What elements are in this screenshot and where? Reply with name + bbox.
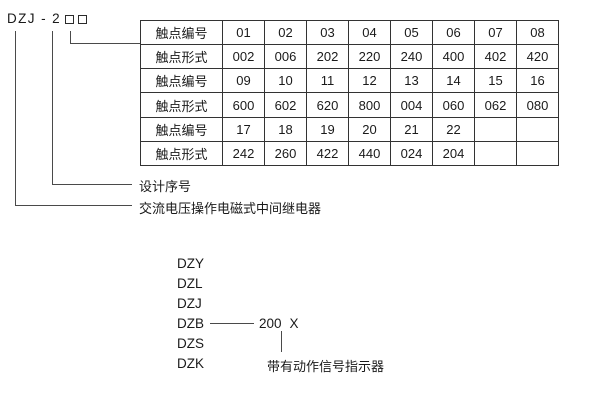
relay-type-label: 交流电压操作电磁式中间继电器 [139,201,322,216]
cell: 22 [432,116,475,142]
model-code-text: DZJ - 2 [7,11,62,26]
indicator-note-label: 带有动作信号指示器 [267,359,385,374]
model-name: DZK [177,355,204,371]
cell: 15 [474,68,517,94]
cell: 240 [390,44,433,70]
table-row: 触点形式 242 260 422 440 024 204 [140,140,559,167]
cell: 062 [474,92,517,118]
row-label-cell: 触点形式 [140,44,223,70]
table-row: 触点编号 01 02 03 04 05 06 07 08 [140,19,559,46]
cell: 600 [222,92,265,118]
cell: 440 [348,140,391,167]
table-row: 触点形式 002 006 202 220 240 400 402 420 [140,44,559,70]
connector-squares-to-table-line [70,31,140,44]
cell: 220 [348,44,391,70]
model-name: DZB [177,315,204,331]
model-name: DZL [177,275,203,291]
cell: 242 [222,140,265,167]
connector-relay-type-line [15,31,132,206]
cell: 02 [264,19,307,46]
cell: 11 [306,68,349,94]
cell: 14 [432,68,475,94]
cell: 01 [222,19,265,46]
cell: 08 [516,19,559,46]
cell: 21 [390,116,433,142]
cell: 060 [432,92,475,118]
cell: 400 [432,44,475,70]
model-series-list: DZY DZL DZJ DZB 200 X DZS DZK [177,253,299,373]
connector-dzb-to-value-line [210,322,254,324]
placeholder-square-icon [78,14,88,24]
cell: 04 [348,19,391,46]
connector-variant-to-note-line [281,331,282,352]
cell [516,116,559,142]
row-label-cell: 触点编号 [140,116,223,142]
list-item: DZL [177,273,299,293]
cell: 202 [306,44,349,70]
cell: 18 [264,116,307,142]
cell: 06 [432,19,475,46]
cell: 422 [306,140,349,167]
cell: 402 [474,44,517,70]
cell: 800 [348,92,391,118]
cell: 17 [222,116,265,142]
dzb-variant: X [289,315,299,331]
cell [474,140,517,167]
cell: 10 [264,68,307,94]
cell: 004 [390,92,433,118]
placeholder-square-icon [65,14,75,24]
model-code: DZJ - 2 [7,11,88,26]
cell [474,116,517,142]
table-row: 触点编号 09 10 11 12 13 14 15 16 [140,68,559,94]
row-label-cell: 触点编号 [140,19,223,46]
cell: 12 [348,68,391,94]
cell: 09 [222,68,265,94]
design-serial-label: 设计序号 [139,179,192,194]
cell: 024 [390,140,433,167]
cell: 204 [432,140,475,167]
cell: 080 [516,92,559,118]
cell: 16 [516,68,559,94]
table-row: 触点形式 600 602 620 800 004 060 062 080 [140,92,559,118]
row-label-cell: 触点编号 [140,68,223,94]
cell: 602 [264,92,307,118]
cell: 002 [222,44,265,70]
cell: 260 [264,140,307,167]
cell [516,140,559,167]
dzb-value: 200 [259,315,282,331]
list-item: DZY [177,253,299,273]
cell: 13 [390,68,433,94]
row-label-cell: 触点形式 [140,92,223,118]
cell: 420 [516,44,559,70]
model-name: DZS [177,335,204,351]
cell: 20 [348,116,391,142]
cell: 006 [264,44,307,70]
contacts-table: 触点编号 01 02 03 04 05 06 07 08 触点形式 002 00… [140,19,559,167]
connector-design-serial-line [52,31,132,185]
cell: 07 [474,19,517,46]
row-label-cell: 触点形式 [140,140,223,167]
model-name: DZJ [177,295,202,311]
cell: 19 [306,116,349,142]
cell: 03 [306,19,349,46]
cell: 05 [390,19,433,46]
table-row: 触点编号 17 18 19 20 21 22 [140,116,559,142]
list-item: DZS [177,333,299,353]
list-item: DZK [177,353,299,373]
list-item: DZJ [177,293,299,313]
model-name: DZY [177,255,204,271]
list-item-dzb: DZB 200 X [177,313,299,333]
cell: 620 [306,92,349,118]
